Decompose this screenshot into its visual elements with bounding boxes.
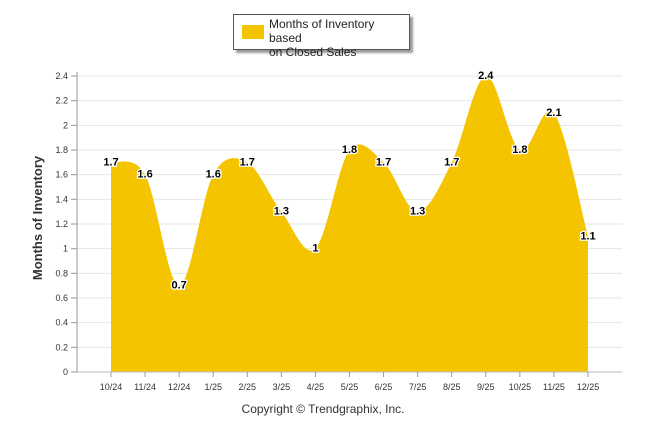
x-tick-label: 7/25 [409, 382, 427, 392]
x-tick-label: 3/25 [273, 382, 291, 392]
x-tick-label: 9/25 [477, 382, 495, 392]
area-series [111, 75, 588, 372]
area-fill [111, 75, 588, 372]
data-label: 2.1 [546, 107, 561, 119]
x-tick-label: 1/25 [204, 382, 222, 392]
y-tick-label: 0.8 [55, 268, 68, 278]
y-tick-label: 1.6 [55, 170, 68, 180]
y-tick-label: 2.2 [55, 96, 68, 106]
y-axis-title: Months of Inventory [30, 155, 45, 280]
x-tick-label: 12/25 [577, 382, 600, 392]
y-tick-label: 1 [63, 244, 68, 254]
x-tick-label: 2/25 [239, 382, 257, 392]
data-labels: 1.7 1.6 0.7 1.6 1.7 1.3 1 1.8 1.7 1.3 1.7 2.4 1.8 2.1… [102, 69, 597, 293]
x-tick-label: 8/25 [443, 382, 461, 392]
data-label: 1.3 [274, 206, 289, 218]
data-label: 0.7 [171, 280, 186, 292]
x-tick-label: 10/24 [100, 382, 123, 392]
data-label: 1.7 [444, 156, 459, 168]
data-label: 1.8 [342, 144, 357, 156]
x-tick-label: 11/24 [134, 382, 156, 392]
data-label: 1.7 [376, 156, 391, 168]
y-tick-label: 1.2 [55, 219, 68, 229]
x-tick-label: 10/25 [509, 382, 532, 392]
data-label: 1.7 [103, 156, 118, 168]
data-label: 1.3 [410, 206, 425, 218]
legend-line-1: Months of Inventory based [269, 17, 375, 45]
x-tick-label: 12/24 [168, 382, 191, 392]
data-label: 1.6 [137, 169, 152, 181]
y-tick-label: 0.4 [55, 318, 68, 328]
legend[interactable]: Months of Inventory based on Closed Sale… [233, 14, 410, 59]
y-tick-label: 0 [63, 367, 68, 377]
data-label: 2.4 [478, 70, 494, 82]
data-label: 1.8 [512, 144, 527, 156]
data-label: 1.7 [240, 156, 255, 168]
y-tick-label: 2.4 [55, 71, 68, 81]
y-tick-label: 2 [63, 120, 68, 130]
x-tick-label: 6/25 [375, 382, 393, 392]
y-tick-label: 1.4 [55, 194, 68, 204]
axes: 00.20.40.60.811.21.41.61.822.22.410/24 11… [55, 71, 622, 392]
data-label: 1 [312, 243, 318, 255]
legend-swatch [242, 25, 264, 39]
legend-line-2: on Closed Sales [269, 45, 357, 59]
copyright-text: Copyright © Trendgraphix, Inc. [241, 402, 405, 416]
y-tick-label: 0.2 [55, 342, 68, 352]
x-tick-label: 11/25 [543, 382, 565, 392]
y-tick-label: 1.8 [55, 145, 68, 155]
legend-label: Months of Inventory based on Closed Sale… [269, 17, 409, 59]
data-label: 1.6 [206, 169, 221, 181]
data-label: 1.1 [580, 230, 595, 242]
y-tick-label: 0.6 [55, 293, 68, 303]
x-tick-label: 5/25 [341, 382, 359, 392]
x-tick-label: 4/25 [307, 382, 325, 392]
